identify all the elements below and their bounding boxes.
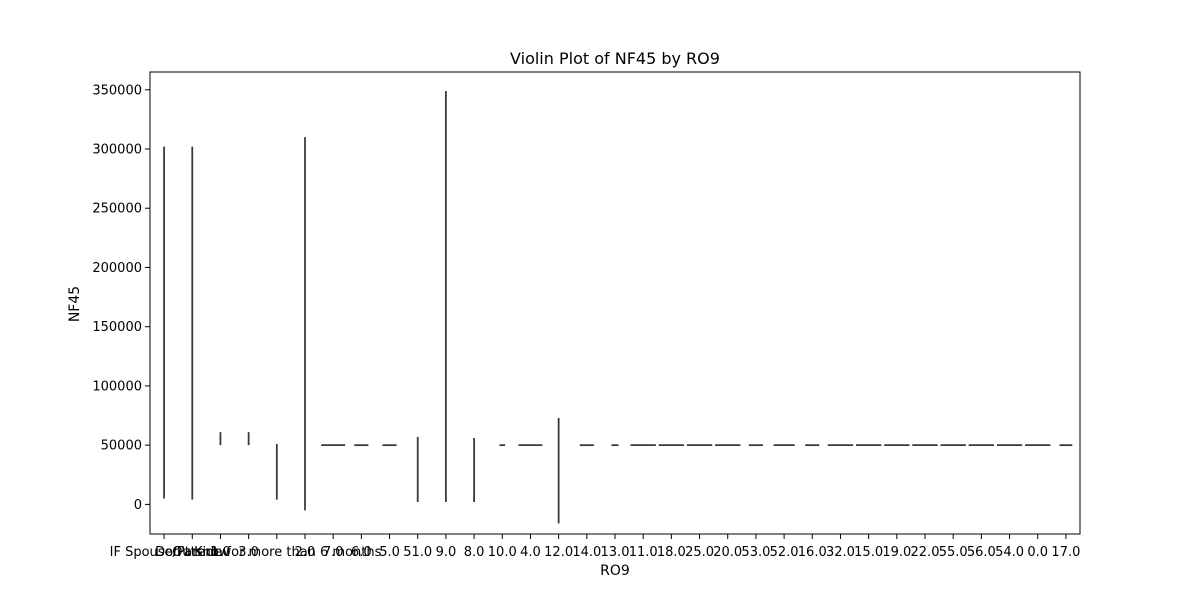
x-tick-label: 19.0 — [882, 545, 911, 560]
x-tick-label: 2.0 — [295, 545, 316, 560]
x-axis-title: RO9 — [600, 563, 630, 579]
x-tick-label: 25.0 — [685, 545, 714, 560]
y-tick-label: 0 — [134, 498, 142, 513]
x-tick-label: 0.0 — [1027, 545, 1048, 560]
chart-title: Violin Plot of NF45 by RO9 — [510, 49, 720, 68]
x-tick-label: IF Spouse/Parent — [110, 545, 219, 560]
x-tick-label: 11.0 — [629, 545, 658, 560]
x-tick-label: Outside for more than 6 months — [172, 545, 381, 560]
x-tick-label: Don't Know — [155, 545, 230, 560]
x-tick-label: 14.0 — [572, 545, 601, 560]
x-tick-label: 9.0 — [436, 545, 457, 560]
x-tick-label: 3.0 — [238, 545, 259, 560]
x-tick-label: 4.0 — [520, 545, 541, 560]
x-tick-label: 52.0 — [770, 545, 799, 560]
y-tick-label: 300000 — [92, 143, 142, 158]
x-tick-label: 10.0 — [488, 545, 517, 560]
x-tick-label: 56.0 — [967, 545, 996, 560]
x-tick-label: 1.0 — [210, 545, 231, 560]
x-tick-label: 20.0 — [713, 545, 742, 560]
x-tick-label: 17.0 — [1051, 545, 1080, 560]
y-axis-title: NF45 — [67, 286, 83, 322]
x-tick-label: 13.0 — [601, 545, 630, 560]
y-tick-label: 100000 — [92, 379, 142, 394]
y-axis: 0 50000 100000 150000 200000 250000 300000 3500… — [92, 83, 150, 513]
x-tick-label: 32.0 — [826, 545, 855, 560]
x-tick-label: 55.0 — [939, 545, 968, 560]
x-tick-label: 53.0 — [741, 545, 770, 560]
x-tick-label: 7.0 — [323, 545, 344, 560]
x-tick-label: 51.0 — [403, 545, 432, 560]
x-tick-label: 18.0 — [657, 545, 686, 560]
x-tick-label: 12.0 — [544, 545, 573, 560]
x-tick-label: 5.0 — [379, 545, 400, 560]
x-tick-label: 54.0 — [995, 545, 1024, 560]
violin-marks — [163, 90, 1073, 524]
y-tick-label: 200000 — [92, 261, 142, 276]
x-tick-label: 15.0 — [854, 545, 883, 560]
y-tick-label: 150000 — [92, 320, 142, 335]
x-tick-label: 6.0 — [351, 545, 372, 560]
plot-area-frame — [149, 71, 1081, 535]
y-tick-label: 50000 — [101, 439, 142, 454]
y-tick-label: 350000 — [92, 83, 142, 98]
x-tick-label: 22.0 — [911, 545, 940, 560]
x-tick-label: 8.0 — [464, 545, 485, 560]
x-tick-label: 16.0 — [798, 545, 827, 560]
y-tick-label: 250000 — [92, 202, 142, 217]
